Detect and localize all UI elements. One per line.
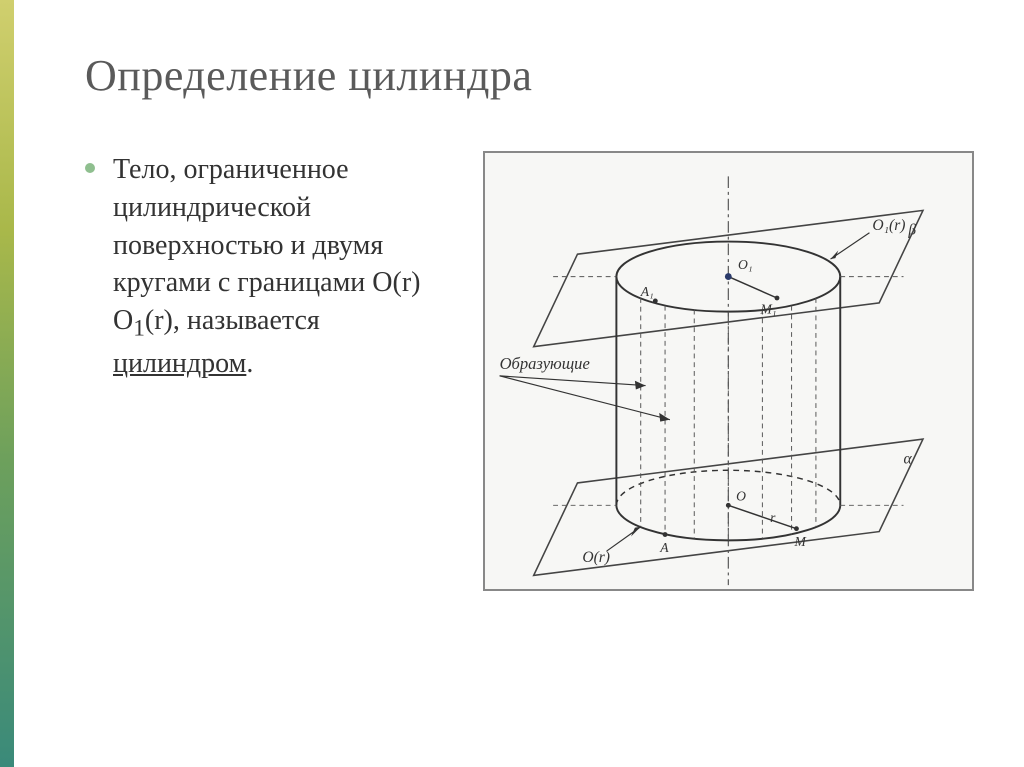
def-line1: Тело, ограниченное [113, 154, 349, 185]
slide-title: Определение цилиндра [85, 50, 974, 101]
dot-a [663, 532, 668, 537]
label-o1r: O₁(r) [873, 217, 906, 234]
cylinder-svg: O₁(r) β O₁ A₁ M₁ Образующие α O r O(r) A… [485, 153, 972, 589]
dot-o1 [725, 273, 732, 280]
label-m: M [794, 534, 807, 549]
label-m1: M₁ [760, 302, 777, 317]
bullet-icon [85, 163, 95, 173]
dot-o [726, 503, 731, 508]
def-line2: цилиндрической [113, 192, 311, 223]
content-row: Тело, ограниченное цилиндрической поверх… [85, 151, 974, 591]
label-or: O(r) [583, 549, 611, 566]
dot-m [794, 526, 799, 531]
label-r: r [771, 510, 777, 525]
def-line4: кругами с границами [113, 267, 365, 298]
dot-a1 [653, 298, 658, 303]
obraz-arrow2 [500, 376, 670, 420]
label-o1: O₁ [738, 257, 753, 272]
label-obraz: Образующие [500, 354, 590, 373]
label-beta: β [908, 222, 917, 239]
leader-or-arrow [631, 527, 641, 537]
radius-bottom [729, 505, 797, 528]
cylinder-figure: O₁(r) β O₁ A₁ M₁ Образующие α O r O(r) A… [483, 151, 974, 591]
label-a1: A₁ [640, 284, 654, 299]
def-sub1: 1 [133, 316, 145, 342]
label-a: A [660, 540, 670, 555]
label-alpha: α [904, 450, 913, 467]
accent-gradient-bar [0, 0, 14, 767]
def-term: цилиндром [113, 348, 246, 379]
label-o: O [736, 488, 746, 503]
def-line5b: (r), называется [145, 305, 320, 336]
radius-top [729, 277, 778, 298]
def-line3: поверхностью и двумя [113, 230, 383, 261]
def-dot: . [246, 348, 253, 379]
obraz-arrow1 [500, 376, 646, 386]
dot-m1 [775, 296, 780, 301]
definition-text: Тело, ограниченное цилиндрической поверх… [85, 151, 458, 383]
slide-content: Определение цилиндра Тело, ограниченное … [0, 0, 1024, 631]
